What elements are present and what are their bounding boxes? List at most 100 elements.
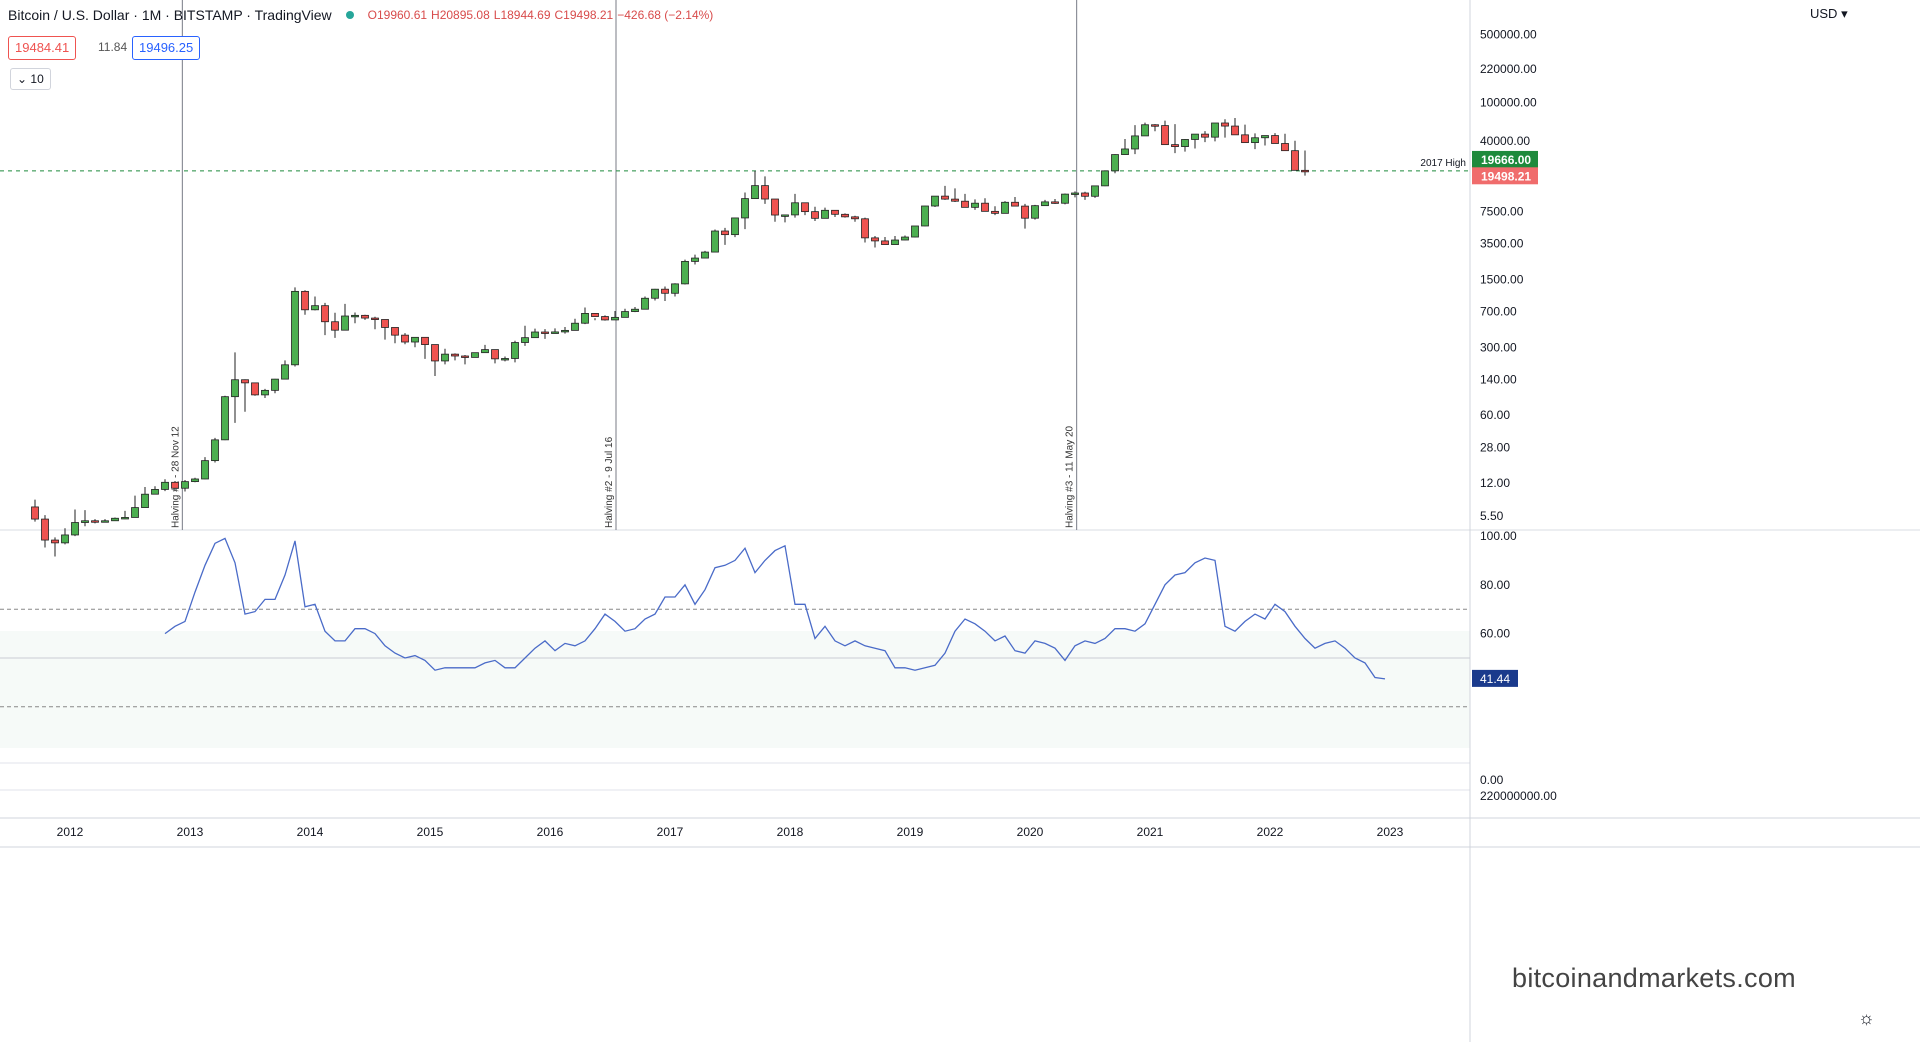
price-tick-label: 40000.00 <box>1480 134 1530 148</box>
rsi-value-label: 41.44 <box>1480 672 1510 686</box>
time-tick-label: 2017 <box>657 825 684 839</box>
candle <box>971 202 979 208</box>
candle <box>861 218 869 239</box>
time-tick-label: 2012 <box>57 825 84 839</box>
candle <box>1251 137 1259 144</box>
price-tick-label: 140.00 <box>1480 372 1517 386</box>
candle <box>901 236 909 241</box>
candle <box>431 344 439 362</box>
candle <box>131 507 139 518</box>
settings-gear-icon[interactable]: ☼ <box>1858 1008 1875 1028</box>
currency-selector[interactable]: USD ▾ <box>1810 6 1848 22</box>
candle <box>101 520 109 523</box>
candle <box>1071 192 1079 195</box>
candle <box>1261 135 1269 139</box>
rsi-line <box>164 537 1386 680</box>
candle <box>421 336 429 345</box>
candle <box>1131 135 1139 150</box>
rsi-value-tag <box>1472 669 1518 687</box>
candle <box>631 308 639 312</box>
candle <box>551 331 559 334</box>
market-status-icon <box>345 11 354 19</box>
candle <box>681 261 689 285</box>
high-line-label: 2017 High <box>1420 158 1466 169</box>
candle <box>1101 170 1109 187</box>
high-value: H20895.08 <box>431 8 490 22</box>
price-tick-label: 12.00 <box>1480 476 1510 490</box>
candle <box>821 209 829 219</box>
price-tick-label: 60.00 <box>1480 408 1510 422</box>
candle <box>871 237 879 242</box>
price-tick-label: 7500.00 <box>1480 205 1524 219</box>
candle <box>31 506 39 520</box>
candle <box>831 209 839 215</box>
candle <box>211 439 219 462</box>
candle <box>451 353 459 357</box>
candle <box>741 198 749 219</box>
candle <box>401 334 409 343</box>
candle <box>491 349 499 360</box>
candle <box>721 230 729 236</box>
candle <box>221 396 229 441</box>
candle <box>371 317 379 320</box>
candle <box>441 353 449 362</box>
candle <box>351 314 359 318</box>
candle <box>951 198 959 202</box>
rsi-tick-label: 80.00 <box>1480 578 1510 592</box>
candle <box>521 337 529 343</box>
candle <box>981 202 989 212</box>
close-value: C19498.21 <box>554 8 614 22</box>
symbol-title[interactable]: Bitcoin / U.S. Dollar · 1M · BITSTAMP · … <box>8 7 332 23</box>
candle <box>161 481 169 490</box>
candle <box>1021 205 1029 219</box>
rsi-tick-label: 60.00 <box>1480 627 1510 641</box>
rsi-band-fill <box>0 631 1470 748</box>
candle <box>1291 150 1299 171</box>
currency-label: USD <box>1810 6 1838 21</box>
candle <box>961 200 969 208</box>
candle <box>1151 124 1159 127</box>
price-tick-label: 500000.00 <box>1480 28 1537 42</box>
candle <box>61 534 69 544</box>
candle <box>111 517 119 522</box>
candle <box>601 316 609 321</box>
candle <box>671 283 679 294</box>
candle <box>911 225 919 238</box>
candle <box>701 251 709 259</box>
candle <box>71 522 79 536</box>
candle <box>1041 201 1049 207</box>
candle <box>511 342 519 359</box>
candle <box>341 315 349 331</box>
candle <box>291 290 299 366</box>
candle <box>251 382 259 396</box>
candle <box>1281 143 1289 152</box>
volume-tick-label: 220000000.00 <box>1480 789 1557 803</box>
buy-price-button[interactable]: 19496.25 <box>132 36 201 60</box>
watermark: bitcoinandmarkets.com <box>1512 963 1796 993</box>
indicator-toggle-button[interactable]: ⌄ 10 <box>10 68 51 90</box>
candle <box>661 288 669 294</box>
candle <box>851 216 859 220</box>
halving-label: Halving #3 - 11 May 20 <box>1065 425 1076 528</box>
candle <box>941 195 949 200</box>
time-tick-label: 2014 <box>297 825 324 839</box>
candle <box>641 297 649 310</box>
candle <box>1241 134 1249 144</box>
sell-price-button[interactable]: 19484.41 <box>8 36 77 60</box>
candle <box>751 185 759 200</box>
candle <box>1011 201 1019 207</box>
candle <box>691 257 699 262</box>
candle <box>231 379 239 398</box>
price-tick-label: 5.50 <box>1480 509 1504 523</box>
candle <box>651 288 659 299</box>
spread-value: 11.84 <box>92 36 134 58</box>
time-tick-label: 2013 <box>177 825 204 839</box>
candle <box>711 230 719 253</box>
candle <box>581 313 589 324</box>
candle <box>1091 185 1099 197</box>
candle <box>311 305 319 311</box>
candle <box>1221 122 1229 127</box>
candle <box>921 205 929 227</box>
candle <box>271 378 279 391</box>
